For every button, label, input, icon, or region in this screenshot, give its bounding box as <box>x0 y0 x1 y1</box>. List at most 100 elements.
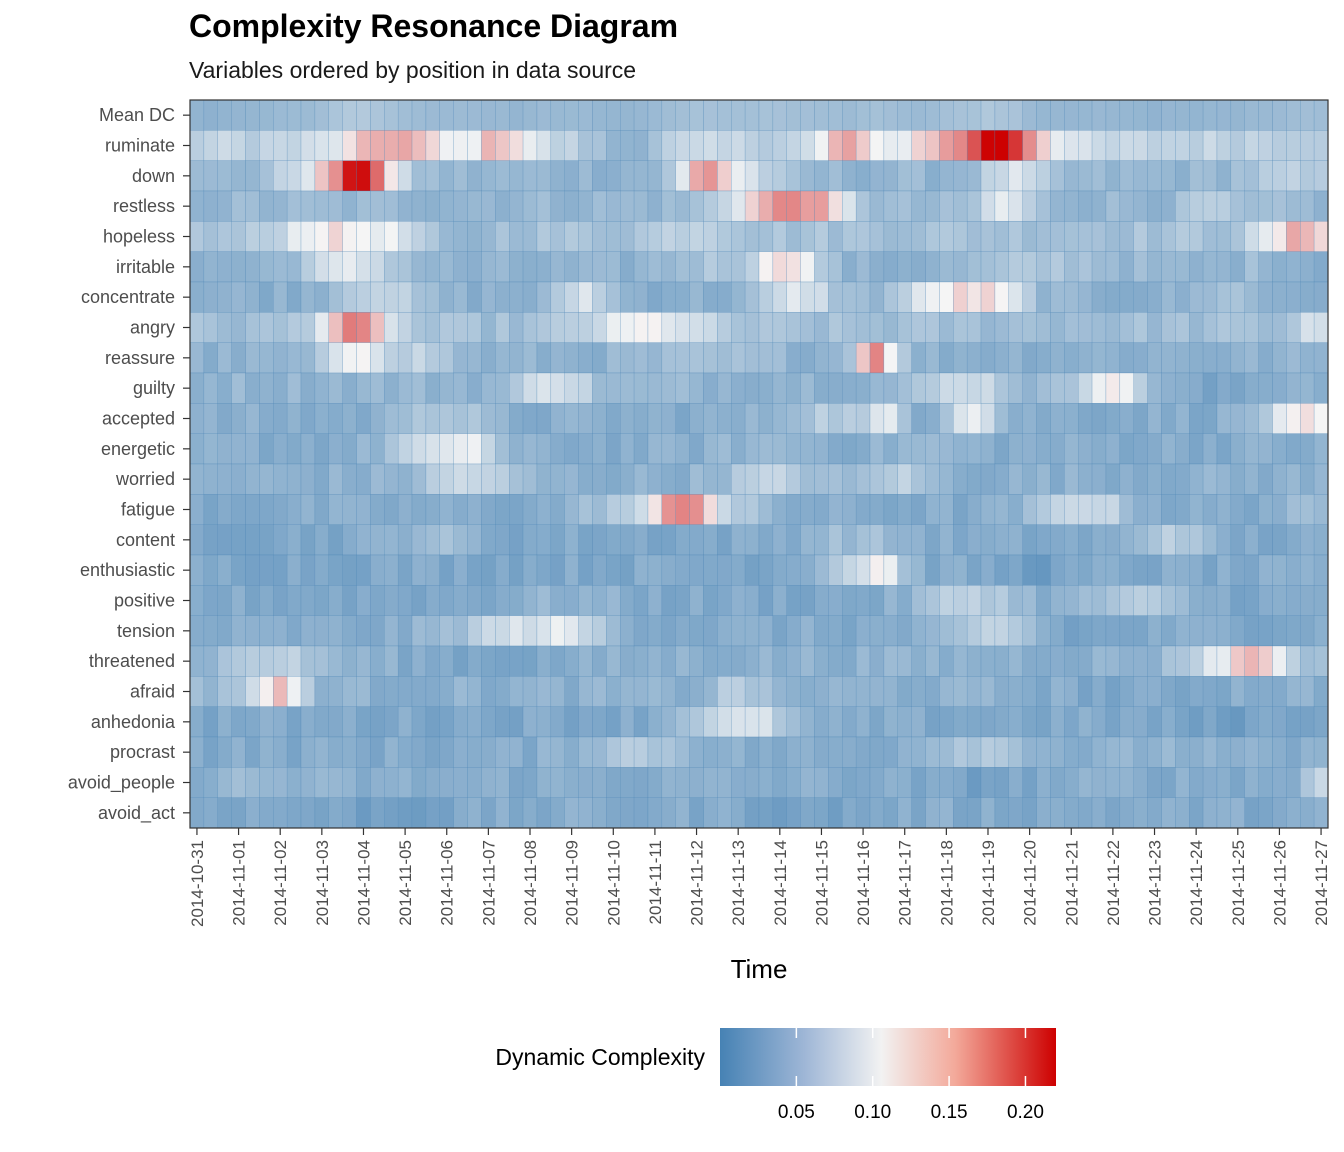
heatmap-cell <box>342 585 357 616</box>
heatmap-cell <box>897 463 912 495</box>
heatmap-cell <box>314 706 329 738</box>
heatmap-cell <box>259 676 274 707</box>
heatmap-cell <box>620 312 635 343</box>
heatmap-cell <box>564 130 579 161</box>
heatmap-cell <box>883 99 898 131</box>
heatmap-cell <box>633 494 649 525</box>
heatmap-cell <box>467 615 482 647</box>
heatmap-cell <box>1077 585 1093 616</box>
legend-colorbar <box>720 1028 1056 1086</box>
heatmap-cell <box>1300 251 1315 283</box>
heatmap-cell <box>828 433 843 465</box>
heatmap-cell <box>1286 554 1301 586</box>
heatmap-cell <box>342 706 357 738</box>
heatmap-cell <box>897 706 912 738</box>
x-axis-labels: 2014-10-31 2014-11-01 2014-11-02 2014-11-03… <box>188 840 1331 927</box>
heatmap-cell <box>217 676 232 707</box>
heatmap-cell <box>842 403 857 434</box>
heatmap-cell <box>231 676 246 707</box>
heatmap-cell <box>259 645 274 677</box>
heatmap-cell <box>522 403 538 434</box>
heatmap-cell <box>1147 281 1162 313</box>
heatmap-cell <box>842 342 857 374</box>
heatmap-cell <box>231 615 246 647</box>
heatmap-cell <box>994 494 1010 525</box>
heatmap-cell <box>314 433 329 465</box>
heatmap-cell <box>1216 251 1232 283</box>
heatmap-cell <box>800 767 815 798</box>
heatmap-cell <box>1175 524 1190 556</box>
heatmap-cell <box>1313 251 1329 283</box>
heatmap-cell <box>286 251 302 283</box>
heatmap-cell <box>758 585 774 616</box>
heatmap-cell <box>620 767 635 798</box>
heatmap-cell <box>495 160 510 192</box>
heatmap-cell <box>620 615 635 647</box>
x-tick-label: 2014-11-14 <box>771 840 790 926</box>
heatmap-cell <box>647 221 663 252</box>
heatmap-cell <box>273 615 288 647</box>
heatmap-cell <box>869 312 885 343</box>
heatmap-cell <box>509 706 524 738</box>
heatmap-cell <box>1216 797 1232 829</box>
heatmap-cell <box>1064 221 1079 252</box>
heatmap-cell <box>953 160 968 192</box>
legend-tick-label: 0.20 <box>1007 1102 1044 1123</box>
heatmap-cell <box>1272 524 1287 556</box>
heatmap-cell <box>286 676 302 707</box>
heatmap-cell <box>259 190 274 222</box>
heatmap-cell <box>1286 524 1301 556</box>
heatmap-cell <box>828 585 843 616</box>
heatmap-cell <box>717 312 732 343</box>
heatmap-cell <box>564 736 579 768</box>
heatmap-cell <box>772 312 787 343</box>
x-tick-label: 2014-11-23 <box>1146 840 1165 926</box>
heatmap-cell <box>1175 190 1190 222</box>
heatmap-cell <box>633 160 649 192</box>
heatmap-cell <box>855 676 871 707</box>
heatmap-cell <box>522 554 538 586</box>
heatmap-cell <box>1230 342 1245 374</box>
heatmap-cell <box>855 645 871 677</box>
heatmap-cell <box>453 190 468 222</box>
heatmap-cell <box>411 190 427 222</box>
heatmap-cell <box>467 312 482 343</box>
heatmap-cell <box>203 767 218 798</box>
heatmap-cell <box>578 251 593 283</box>
heatmap-cell <box>411 342 427 374</box>
heatmap-cell <box>314 645 329 677</box>
x-axis-ticks <box>196 828 1322 835</box>
heatmap-cell <box>953 403 968 434</box>
heatmap-cell <box>509 645 524 677</box>
heatmap-cell <box>273 767 288 798</box>
heatmap-cell <box>481 736 496 768</box>
heatmap-cell <box>1147 372 1162 404</box>
heatmap-cell <box>439 585 454 616</box>
heatmap-cell <box>328 524 343 556</box>
heatmap-cell <box>1300 342 1315 374</box>
heatmap-cell <box>1286 585 1301 616</box>
heatmap-cell <box>411 767 427 798</box>
heatmap-cell <box>1230 463 1245 495</box>
heatmap-cell <box>300 281 316 313</box>
heatmap-cell <box>842 736 857 768</box>
heatmap-cell <box>453 433 468 465</box>
heatmap-cell <box>550 645 565 677</box>
heatmap-cell <box>342 463 357 495</box>
heatmap-cell <box>1300 372 1315 404</box>
heatmap-cell <box>675 615 690 647</box>
heatmap-cell <box>550 615 565 647</box>
heatmap-cell <box>911 736 926 768</box>
heatmap-cell <box>911 281 926 313</box>
heatmap-cell <box>1286 494 1301 525</box>
heatmap-cell <box>1105 554 1121 586</box>
heatmap-cell <box>536 706 552 738</box>
x-tick-label: 2014-11-16 <box>854 840 873 926</box>
heatmap-cell <box>1313 524 1329 556</box>
heatmap-cell <box>953 312 968 343</box>
heatmap-cell <box>481 463 496 495</box>
heatmap-cell <box>509 463 524 495</box>
heatmap-cell <box>786 281 801 313</box>
heatmap-cell <box>1022 615 1037 647</box>
heatmap-cell <box>231 797 246 829</box>
